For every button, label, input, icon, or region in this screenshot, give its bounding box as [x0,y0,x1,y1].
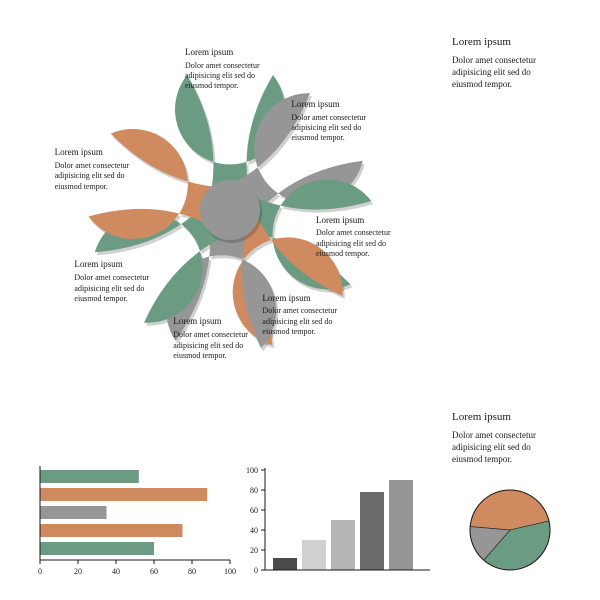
hbar-tick: 20 [74,567,82,576]
hbar-tick: 100 [224,567,236,576]
petal-body: Dolor amet consectetur adipisicing elit … [55,161,145,192]
petal-body: Dolor amet consectetur adipisicing elit … [291,113,381,144]
side-body: Dolor amet consectetur adipisicing elit … [452,54,562,90]
hbar-tick: 40 [112,567,120,576]
vbar [273,558,297,570]
petal-body: Dolor amet consectetur adipisicing elit … [173,330,263,361]
petal-title: Lorem ipsum [173,316,263,328]
vbar-tick: 60 [250,506,258,515]
vbar [389,480,413,570]
pie-chart [470,490,550,570]
hbar [40,506,107,519]
petal-body: Dolor amet consectetur adipisicing elit … [185,61,275,92]
vbar-tick: 80 [250,486,258,495]
side-text-block: Lorem ipsum Dolor amet consectetur adipis… [452,35,562,90]
petal-text: Lorem ipsum Dolor amet consectetur adipis… [291,99,381,144]
petal-title: Lorem ipsum [316,215,406,227]
petal-text: Lorem ipsumDolor amet consectetur adipis… [262,293,352,338]
vbar [331,520,355,570]
petal-body: Dolor amet consectetur adipisicing elit … [316,228,406,259]
petal-body: Dolor amet consectetur adipisicing elit … [74,273,164,304]
side-body: Dolor amet consectetur adipisicing elit … [452,429,562,465]
petal-text: Lorem ipsum Dolor amet consectetur adipis… [185,47,275,92]
side-title: Lorem ipsum [452,410,562,425]
petal-text: Lorem ipsum Dolor amet consectetur adipis… [173,316,263,361]
petal-title: Lorem ipsum [74,259,164,271]
flower-center [200,180,260,240]
hbar-tick: 80 [188,567,196,576]
vbar-tick: 40 [250,526,258,535]
hbar-tick: 0 [38,567,42,576]
vbar-chart: 0 20 40 60 80 100 [246,466,430,575]
hbar [40,470,139,483]
petal-body: Dolor amet consectetur adipisicing elit … [262,306,352,337]
petal-title: Lorem ipsum [291,99,381,111]
petal-title: Lorem ipsum [262,293,352,305]
side-title: Lorem ipsum [452,35,562,50]
hbar [40,488,207,501]
petal-text: Lorem ipsumDolor amet consectetur adipis… [316,215,406,260]
vbar-tick: 100 [246,466,258,475]
hbar-tick: 60 [150,567,158,576]
hbar [40,524,183,537]
petal-title: Lorem ipsum [55,147,145,159]
petal-text: Lorem ipsum Dolor amet consectetur adipis… [55,147,145,192]
hbar-chart: 0 20 40 60 80 100 [38,466,236,576]
side-text-block: Lorem ipsum Dolor amet consectetur adipis… [452,410,562,465]
hbar [40,542,154,555]
vbar-tick: 0 [254,566,258,575]
petal-title: Lorem ipsum [185,47,275,59]
vbar-tick: 20 [250,546,258,555]
vbar [302,540,326,570]
petal-text: Lorem ipsum Dolor amet consectetur adipis… [74,259,164,304]
vbar [360,492,384,570]
